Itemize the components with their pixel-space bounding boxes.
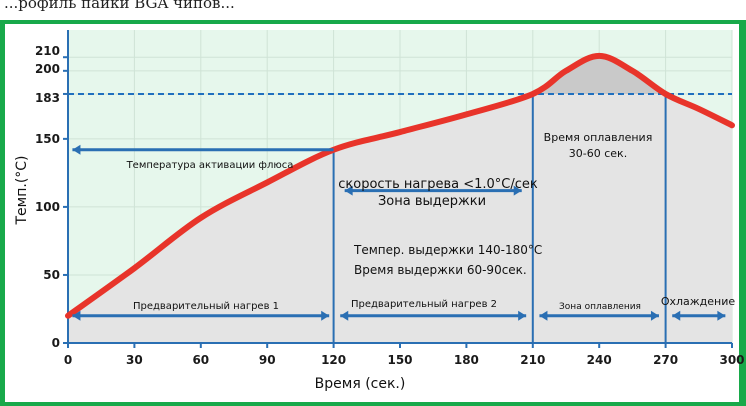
y-tick-label: 183 bbox=[35, 91, 60, 105]
x-tick-label: 180 bbox=[454, 353, 479, 367]
arrow-head bbox=[513, 185, 522, 196]
soak-zone-label: Зона выдержки bbox=[378, 194, 486, 209]
soak-temp-label: Темпер. выдержки 140-180°C bbox=[353, 243, 542, 257]
y-tick-label: 0 bbox=[52, 336, 60, 350]
arrows bbox=[72, 144, 726, 321]
arrow-head bbox=[539, 310, 548, 321]
reflow-zone-label: Зона оплавления bbox=[559, 302, 641, 312]
x-axis-label: Время (сек.) bbox=[315, 376, 406, 392]
x-tick-label: 210 bbox=[520, 353, 545, 367]
y-ticks: 0 50 100 150 183 200 210 bbox=[35, 44, 68, 350]
y-tick-label: 100 bbox=[35, 200, 60, 214]
reflow-time-label-1: Время оплавления bbox=[544, 131, 653, 144]
cooling-label: Охлаждение bbox=[661, 295, 736, 308]
arrow-head bbox=[717, 310, 726, 321]
peak-area bbox=[532, 55, 666, 94]
y-tick-label: 150 bbox=[35, 132, 60, 146]
x-tick-label: 90 bbox=[259, 353, 276, 367]
x-tick-label: 60 bbox=[192, 353, 209, 367]
arrow-head bbox=[344, 185, 353, 196]
x-ticks: 0 30 60 90 120 150 180 210 240 270 300 bbox=[64, 343, 745, 367]
y-axis-label: Темп.(°C) bbox=[14, 155, 30, 225]
flux-activation-label: Температура активации флюса bbox=[126, 160, 294, 171]
temperature-curve bbox=[65, 52, 735, 319]
arrow-head bbox=[321, 310, 330, 321]
x-tick-label: 150 bbox=[387, 353, 412, 367]
x-tick-label: 300 bbox=[719, 353, 744, 367]
y-tick-label: 50 bbox=[43, 268, 60, 282]
arrow-head bbox=[518, 310, 527, 321]
arrow-head bbox=[72, 144, 81, 155]
preheat-2-label: Предварительный нагрев 2 bbox=[351, 299, 497, 310]
arrow-head bbox=[672, 310, 681, 321]
arrow-head bbox=[72, 310, 81, 321]
arrow-head bbox=[340, 310, 349, 321]
y-tick-label: 200 bbox=[35, 62, 60, 76]
x-tick-label: 30 bbox=[126, 353, 143, 367]
arrow-head bbox=[650, 310, 659, 321]
soak-time-label: Время выдержки 60-90сек. bbox=[354, 263, 527, 277]
y-tick-label: 210 bbox=[35, 44, 60, 58]
x-tick-label: 240 bbox=[587, 353, 612, 367]
heating-rate-label: скорость нагрева <1.0°C/сек bbox=[338, 177, 538, 192]
x-tick-label: 0 bbox=[64, 353, 72, 367]
reflow-time-label-2: 30-60 сек. bbox=[569, 147, 627, 160]
preheat-1-label: Предварительный нагрев 1 bbox=[133, 301, 279, 312]
x-tick-label: 270 bbox=[653, 353, 678, 367]
area-under-curve bbox=[68, 55, 732, 344]
x-tick-label: 120 bbox=[321, 353, 346, 367]
header-text: ...рофиль пайки BGA чипов... bbox=[4, 0, 235, 12]
zone-boundaries bbox=[332, 93, 667, 343]
